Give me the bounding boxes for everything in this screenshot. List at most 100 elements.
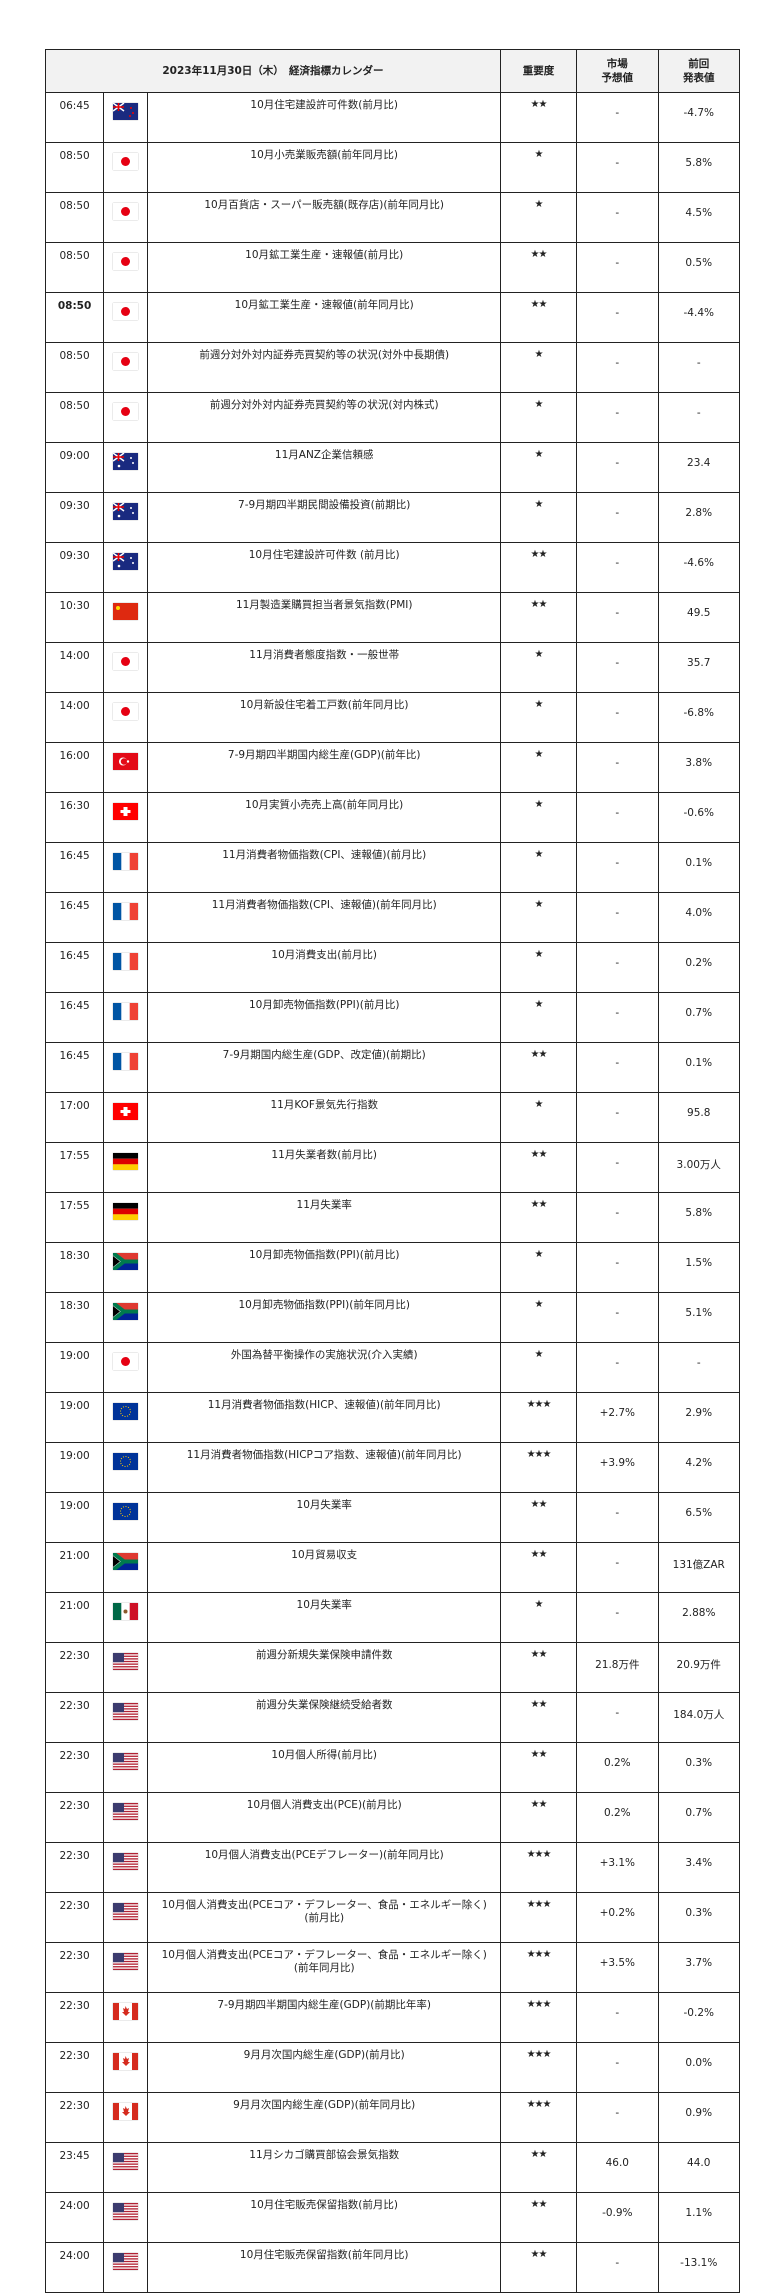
country-flag-cell (103, 142, 149, 193)
previous-value: 1.5% (657, 1242, 740, 1293)
event-name: 7-9月期四半期民間設備投資(前期比) (147, 492, 501, 543)
event-name: 前週分対外対内証券売買契約等の状況(対外中長期債) (147, 342, 501, 393)
country-flag-cell (103, 2192, 149, 2243)
flag-fr-icon (113, 953, 139, 970)
previous-value: -6.8% (657, 692, 740, 743)
event-name: 前週分新規失業保険申請件数 (147, 1642, 501, 1693)
table-row: 23:45 11月シカゴ購買部協会景気指数 ★★ 46.0 44.0 (44, 2142, 740, 2193)
importance-stars: ★★★ (499, 1942, 578, 1993)
flag-de-icon (113, 1153, 139, 1170)
event-name: 11月消費者物価指数(CPI、速報値)(前月比) (147, 842, 501, 893)
flag-us-icon (113, 2203, 139, 2220)
country-flag-cell (103, 892, 149, 943)
importance-stars: ★★★ (499, 1392, 578, 1443)
country-flag-cell (103, 592, 149, 643)
event-name: 11月失業率 (147, 1192, 501, 1243)
country-flag-cell (103, 2142, 149, 2193)
table-row: 09:00 11月ANZ企業信頼感 ★ - 23.4 (44, 442, 740, 493)
previous-value: 0.3% (657, 1742, 740, 1793)
event-time: 16:45 (44, 842, 105, 893)
forecast-value: - (576, 542, 659, 593)
event-name: 10月失業率 (147, 1492, 501, 1543)
event-name: 10月実質小売売上高(前年同月比) (147, 792, 501, 843)
previous-value: 5.1% (657, 1292, 740, 1343)
importance-stars: ★ (499, 1242, 578, 1293)
table-row: 22:30 10月個人消費支出(PCEコア・デフレーター、食品・エネルギー除く)… (44, 1942, 740, 1993)
country-flag-cell (103, 1292, 149, 1343)
importance-stars: ★★ (499, 1192, 578, 1243)
table-row: 19:00 10月失業率 ★★ - 6.5% (44, 1492, 740, 1543)
flag-jp-icon (113, 253, 139, 270)
table-row: 09:30 7-9月期四半期民間設備投資(前期比) ★ - 2.8% (44, 492, 740, 543)
flag-us-icon (113, 2153, 139, 2170)
table-row: 22:30 9月月次国内総生産(GDP)(前月比) ★★★ - 0.0% (44, 2042, 740, 2093)
event-name: 前週分対外対内証券売買契約等の状況(対内株式) (147, 392, 501, 443)
forecast-value: - (576, 992, 659, 1043)
event-name: 10月個人消費支出(PCEデフレーター)(前年同月比) (147, 1842, 501, 1893)
table-row: 24:00 10月住宅販売保留指数(前月比) ★★ -0.9% 1.1% (44, 2192, 740, 2243)
country-flag-cell (103, 642, 149, 693)
table-row: 08:50 10月鉱工業生産・速報値(前年同月比) ★★ - -4.4% (44, 292, 740, 343)
country-flag-cell (103, 1892, 149, 1943)
importance-stars: ★★★ (499, 1892, 578, 1943)
flag-au-icon (113, 553, 139, 570)
previous-value: -0.6% (657, 792, 740, 843)
table-row: 14:00 10月新設住宅着工戸数(前年同月比) ★ - -6.8% (44, 692, 740, 743)
country-flag-cell (103, 842, 149, 893)
importance-stars: ★★ (499, 1492, 578, 1543)
importance-stars: ★ (499, 342, 578, 393)
country-flag-cell (103, 1942, 149, 1993)
importance-stars: ★★★ (499, 1842, 578, 1893)
flag-jp-icon (113, 403, 139, 420)
flag-ca-icon (113, 2103, 139, 2120)
importance-stars: ★★ (499, 242, 578, 293)
event-name: 前週分失業保険継続受給者数 (147, 1692, 501, 1743)
previous-value: 20.9万件 (657, 1642, 740, 1693)
importance-stars: ★ (499, 1292, 578, 1343)
event-time: 19:00 (44, 1342, 105, 1393)
event-name: 10月百貨店・スーパー販売額(既存店)(前年同月比) (147, 192, 501, 243)
importance-stars: ★★ (499, 2242, 578, 2293)
event-name: 外国為替平衡操作の実施状況(介入実績) (147, 1342, 501, 1393)
country-flag-cell (103, 1042, 149, 1093)
event-name: 11月消費者物価指数(HICP、速報値)(前年同月比) (147, 1392, 501, 1443)
table-row: 24:00 10月住宅販売保留指数(前年同月比) ★★ - -13.1% (44, 2242, 740, 2293)
previous-value: 0.2% (657, 942, 740, 993)
importance-stars: ★ (499, 142, 578, 193)
event-name: 7-9月期四半期国内総生産(GDP)(前期比年率) (147, 1992, 501, 2043)
previous-value: 184.0万人 (657, 1692, 740, 1743)
event-time: 08:50 (44, 342, 105, 393)
forecast-value: +3.9% (576, 1442, 659, 1493)
event-time: 08:50 (44, 392, 105, 443)
country-flag-cell (103, 2092, 149, 2143)
flag-za-icon (113, 1303, 139, 1320)
forecast-value: 0.2% (576, 1792, 659, 1843)
event-time: 23:45 (44, 2142, 105, 2193)
country-flag-cell (103, 92, 149, 143)
flag-jp-icon (113, 703, 139, 720)
event-time: 09:30 (44, 542, 105, 593)
forecast-value: +0.2% (576, 1892, 659, 1943)
event-time: 22:30 (44, 2092, 105, 2143)
event-name: 10月個人消費支出(PCEコア・デフレーター、食品・エネルギー除く)(前年同月比… (147, 1942, 501, 1993)
table-row: 08:50 10月百貨店・スーパー販売額(既存店)(前年同月比) ★ - 4.5… (44, 192, 740, 243)
event-name: 10月失業率 (147, 1592, 501, 1643)
previous-value: 35.7 (657, 642, 740, 693)
importance-stars: ★ (499, 742, 578, 793)
previous-value: 4.0% (657, 892, 740, 943)
event-time: 17:55 (44, 1192, 105, 1243)
table-row: 18:30 10月卸売物価指数(PPI)(前月比) ★ - 1.5% (44, 1242, 740, 1293)
flag-us-icon (113, 2253, 139, 2270)
event-name: 11月消費者態度指数・一般世帯 (147, 642, 501, 693)
importance-stars: ★★ (499, 1742, 578, 1793)
previous-value: 3.7% (657, 1942, 740, 1993)
forecast-value: - (576, 1242, 659, 1293)
forecast-value: - (576, 1492, 659, 1543)
country-flag-cell (103, 1692, 149, 1743)
forecast-value: - (576, 242, 659, 293)
flag-za-icon (113, 1253, 139, 1270)
table-row: 08:50 10月小売業販売額(前年同月比) ★ - 5.8% (44, 142, 740, 193)
flag-ca-icon (113, 2003, 139, 2020)
importance-header: 重要度 (499, 49, 578, 93)
importance-stars: ★★★ (499, 1442, 578, 1493)
